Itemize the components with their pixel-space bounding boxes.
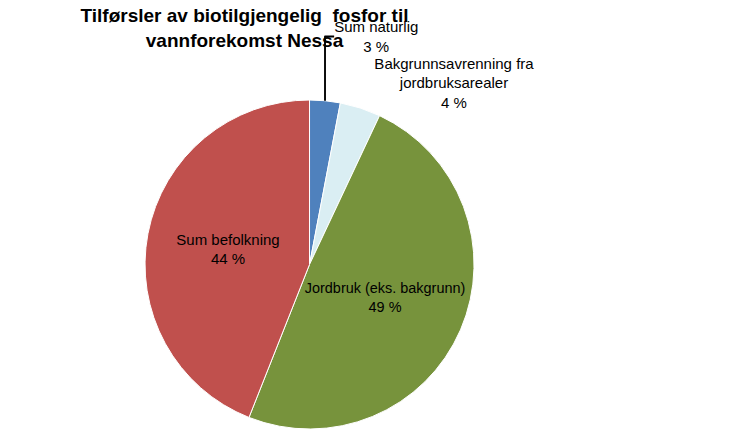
svg-text:Sum befolkning44 %: Sum befolkning44 % (176, 231, 279, 268)
svg-text:Sum naturlig3 %: Sum naturlig3 % (334, 18, 418, 55)
svg-text:Jordbruk (eks. bakgrunn)49 %: Jordbruk (eks. bakgrunn)49 % (305, 280, 466, 315)
svg-text:Bakgrunnsavrenning frajordbruk: Bakgrunnsavrenning frajordbruksarealer4 … (374, 55, 534, 111)
svg-text:Tilførsler av biotilgjengelig: Tilførsler av biotilgjengelig fosfor til… (81, 5, 409, 51)
